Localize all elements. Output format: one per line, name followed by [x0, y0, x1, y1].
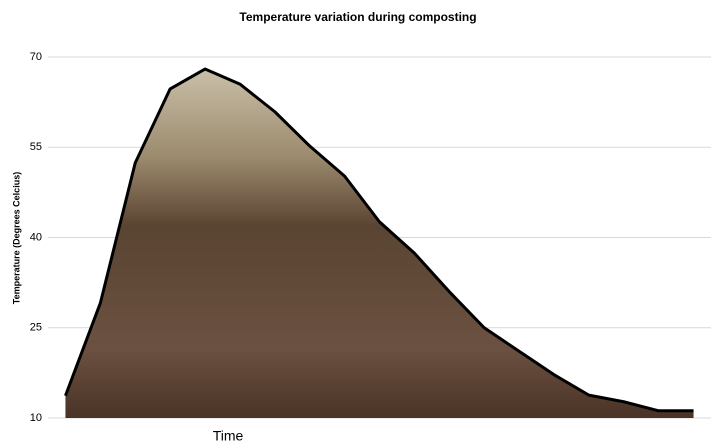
chart-title: Temperature variation during composting [239, 10, 476, 24]
y-tick-label: 40 [30, 231, 42, 243]
y-tick-label: 10 [30, 412, 42, 424]
chart: Temperature variation during composting … [0, 0, 716, 445]
x-axis-title: Time [213, 428, 244, 444]
y-tick-label: 55 [30, 141, 42, 153]
y-tick-label: 70 [30, 51, 42, 63]
y-axis-title: Temperature (Degrees Celcius) [11, 172, 21, 304]
area-fill [65, 69, 693, 418]
y-tick-label: 25 [30, 322, 42, 334]
